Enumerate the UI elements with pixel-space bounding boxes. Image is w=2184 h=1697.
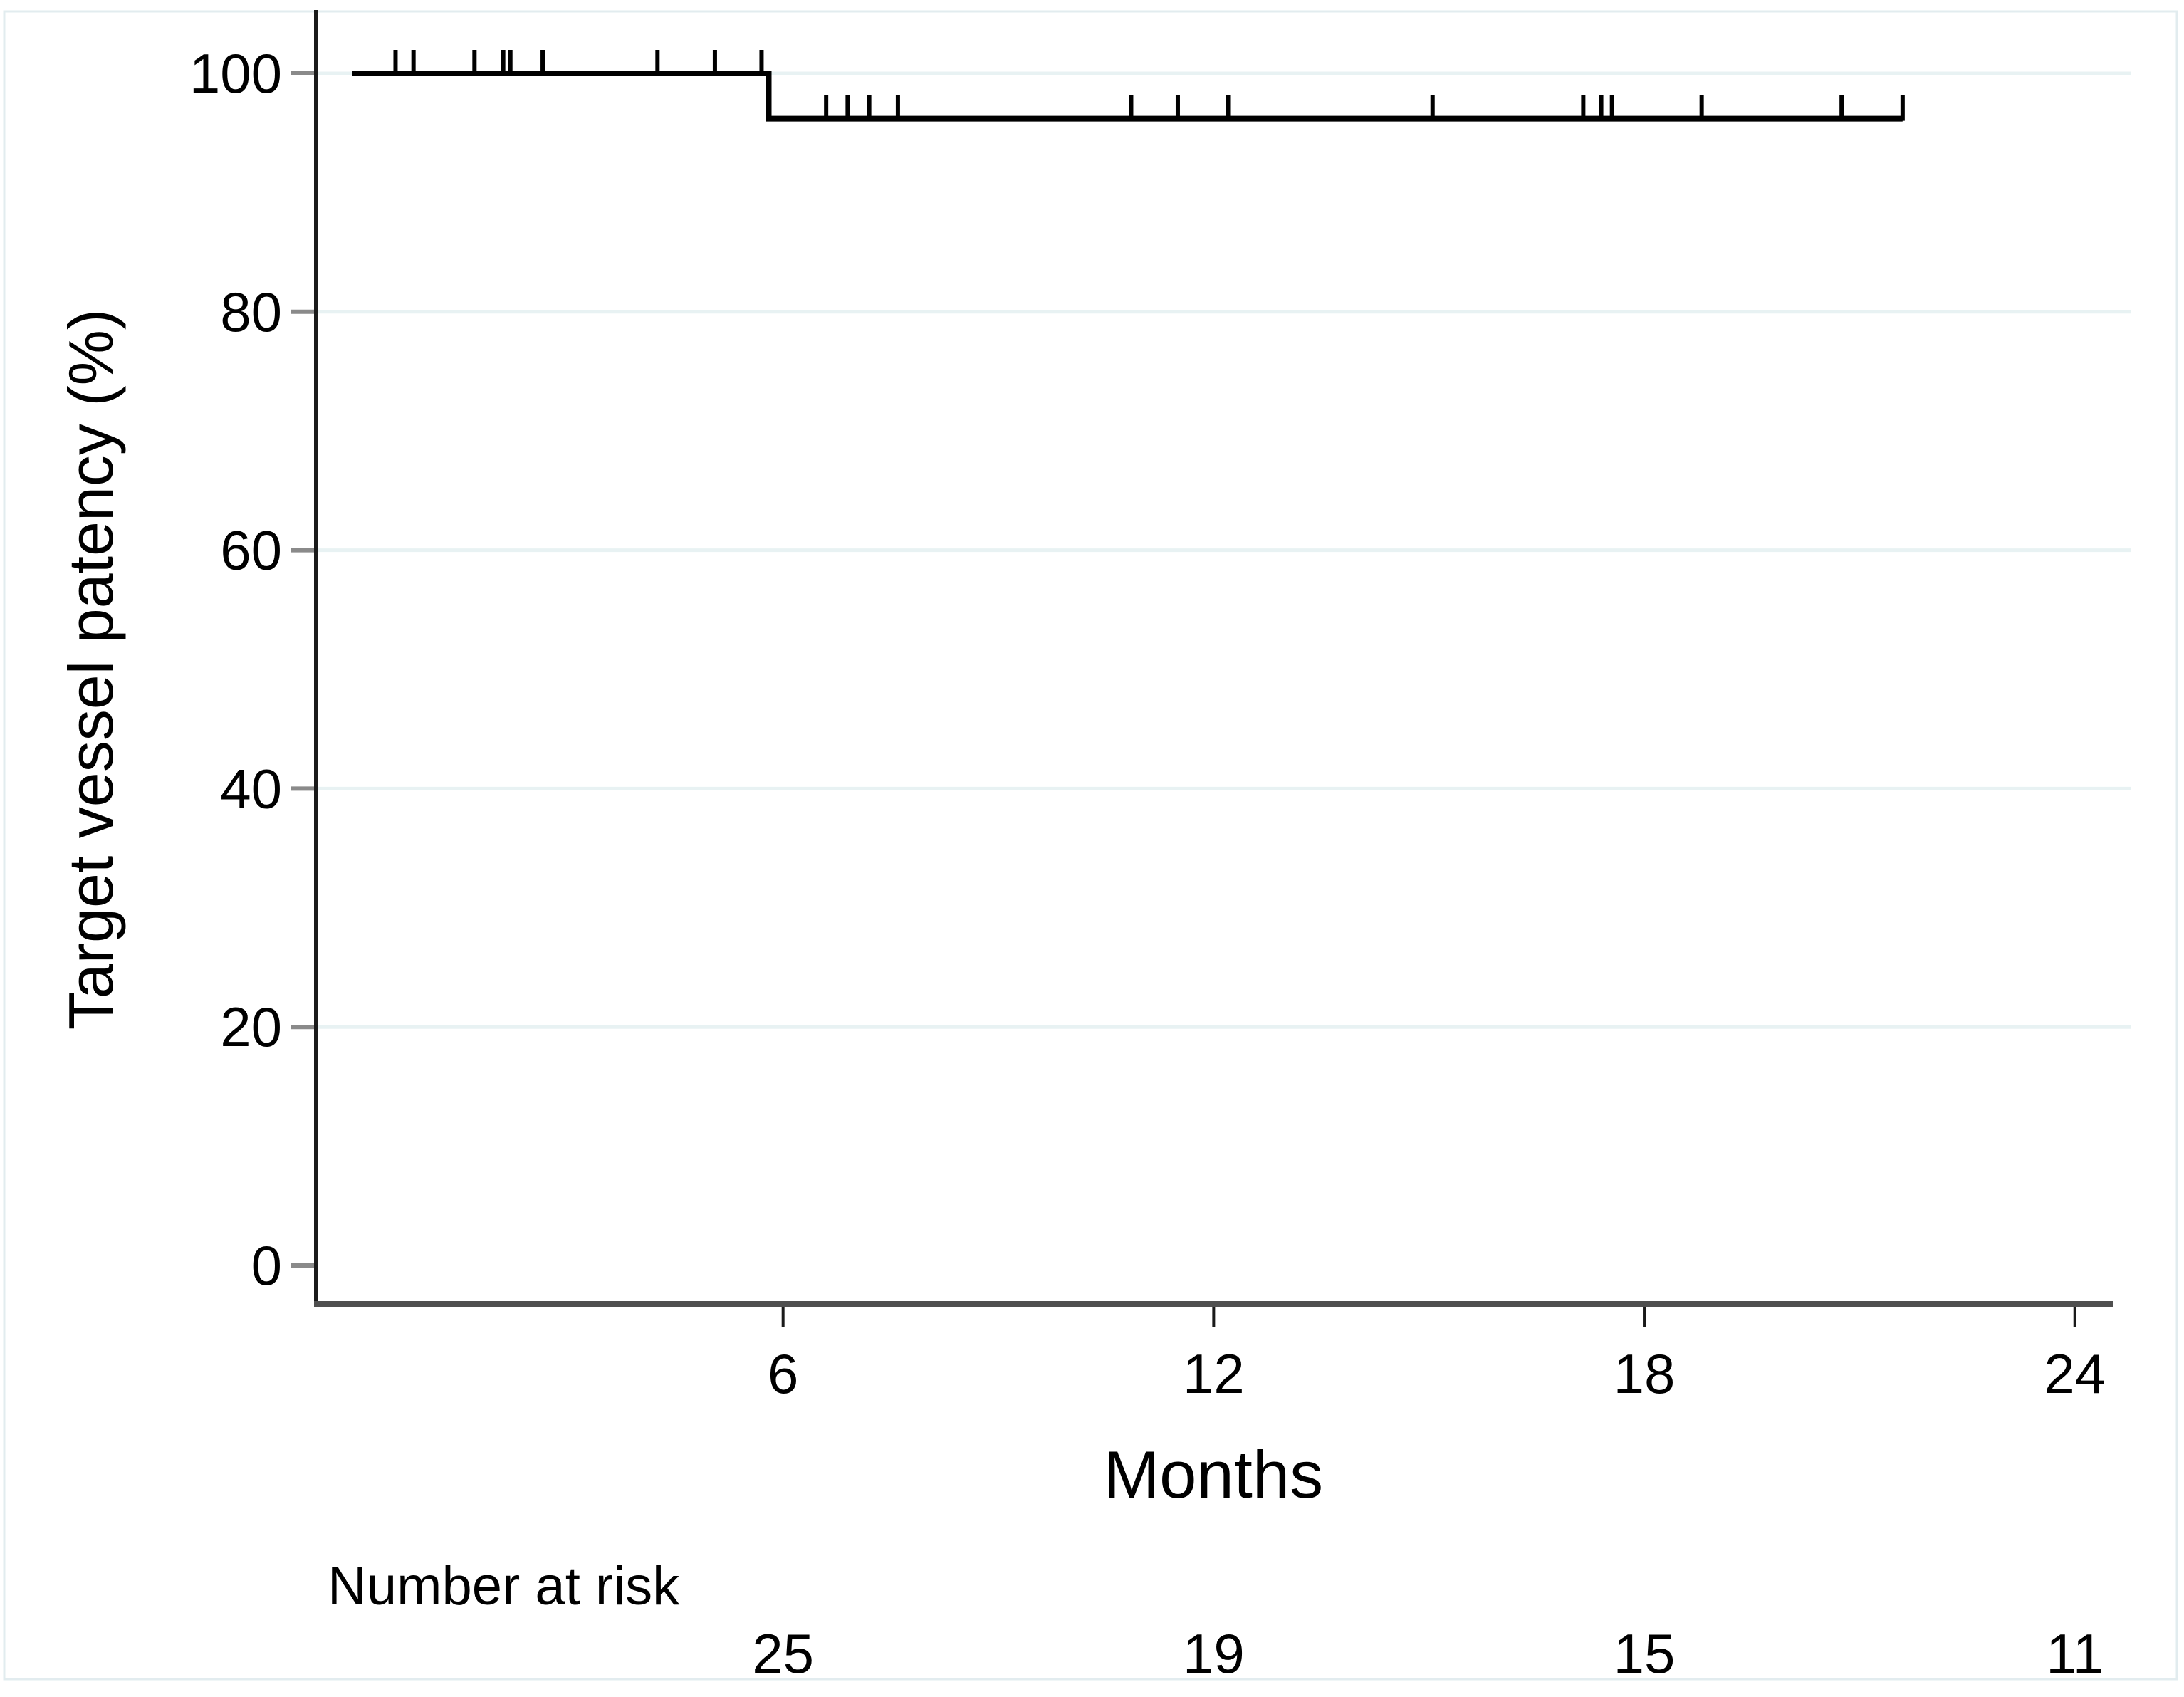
x-tick-label: 6 <box>768 1342 798 1405</box>
x-tick-label: 12 <box>1183 1342 1245 1405</box>
risk-table-label: Number at risk <box>328 1556 680 1617</box>
y-tick-label: 60 <box>220 519 282 582</box>
x-tick-label: 18 <box>1614 1342 1676 1405</box>
y-tick-label: 40 <box>220 757 282 820</box>
x-tick-label: 24 <box>2044 1342 2106 1405</box>
risk-count: 11 <box>2046 1622 2104 1685</box>
y-tick-label: 0 <box>251 1234 282 1297</box>
y-tick-label: 100 <box>189 42 282 105</box>
y-axis-title: Target vessel patency (%) <box>56 308 126 1030</box>
risk-count: 19 <box>1183 1622 1245 1685</box>
risk-count: 25 <box>752 1622 814 1685</box>
y-tick-label: 20 <box>220 996 282 1058</box>
x-axis-title: Months <box>1103 1437 1324 1512</box>
km-curve <box>352 71 1903 122</box>
y-tick-label: 80 <box>220 281 282 343</box>
risk-count: 15 <box>1614 1622 1676 1685</box>
figure-border <box>3 10 2178 1681</box>
